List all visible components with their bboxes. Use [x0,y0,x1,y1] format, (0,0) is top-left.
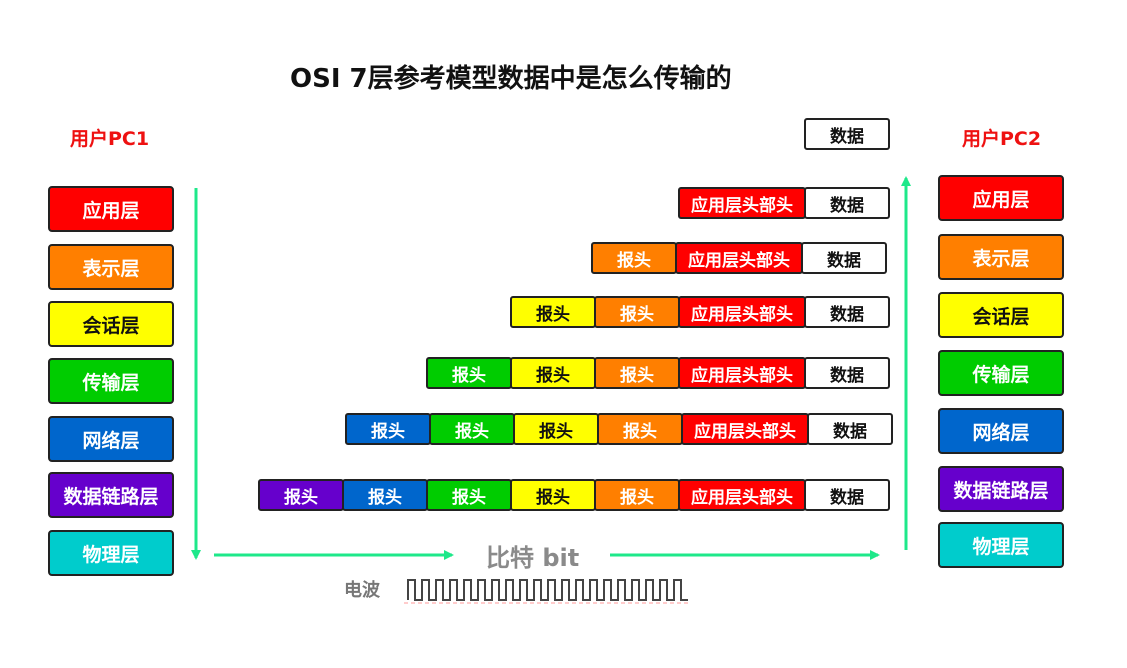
header-segment: 报头 [510,357,596,389]
wave-signal [407,579,688,601]
pc2-layer-2: 表示层 [938,234,1064,280]
app-header-segment: 应用层头部头 [678,296,806,328]
header-segment: 报头 [345,413,431,445]
header-segment: 报头 [510,296,596,328]
pc1-layer-5: 网络层 [48,416,174,462]
packet-row-1: 应用层头部头 数据 [678,187,890,219]
header-segment: 报头 [594,357,680,389]
pc1-layer-2: 表示层 [48,244,174,290]
app-header-segment: 应用层头部头 [681,413,809,445]
pc2-layer-5: 网络层 [938,408,1064,454]
pc2-layer-6: 数据链路层 [938,466,1064,512]
pc1-layer-3: 会话层 [48,301,174,347]
pc2-layer-1: 应用层 [938,175,1064,221]
top-data-block: 数据 [804,118,890,150]
pc1-label: 用户PC1 [70,128,150,150]
pc2-layer-3: 会话层 [938,292,1064,338]
packet-row-4: 报头 报头 报头 应用层头部头 数据 [426,357,890,389]
pc1-layer-1: 应用层 [48,186,174,232]
header-segment: 报头 [594,479,680,511]
pc2-layer-7: 物理层 [938,522,1064,568]
data-segment: 数据 [804,479,890,511]
header-segment: 报头 [426,479,512,511]
header-segment: 报头 [597,413,683,445]
pc2-label: 用户PC2 [962,128,1042,150]
app-header-segment: 应用层头部头 [678,187,806,219]
wave-label: 电波 [344,580,380,601]
data-segment: 数据 [804,357,890,389]
header-segment: 报头 [594,296,680,328]
app-header-segment: 应用层头部头 [675,242,803,274]
data-segment: 数据 [801,242,887,274]
bit-label: 比特 bit [486,544,580,572]
pc1-layer-4: 传输层 [48,358,174,404]
app-header-segment: 应用层头部头 [678,357,806,389]
packet-row-5: 报头 报头 报头 报头 应用层头部头 数据 [345,413,893,445]
packet-row-6: 报头 报头 报头 报头 报头 应用层头部头 数据 [258,479,890,511]
header-segment: 报头 [258,479,344,511]
data-segment: 数据 [804,296,890,328]
header-segment: 报头 [426,357,512,389]
data-segment: 数据 [804,187,890,219]
pc1-layer-7: 物理层 [48,530,174,576]
data-segment: 数据 [807,413,893,445]
header-segment: 报头 [510,479,596,511]
packet-row-2: 报头 应用层头部头 数据 [591,242,887,274]
page-title: OSI 7层参考模型数据中是怎么传输的 [290,64,732,94]
packet-row-3: 报头 报头 应用层头部头 数据 [510,296,890,328]
pc1-layer-6: 数据链路层 [48,472,174,518]
pc2-layer-4: 传输层 [938,350,1064,396]
